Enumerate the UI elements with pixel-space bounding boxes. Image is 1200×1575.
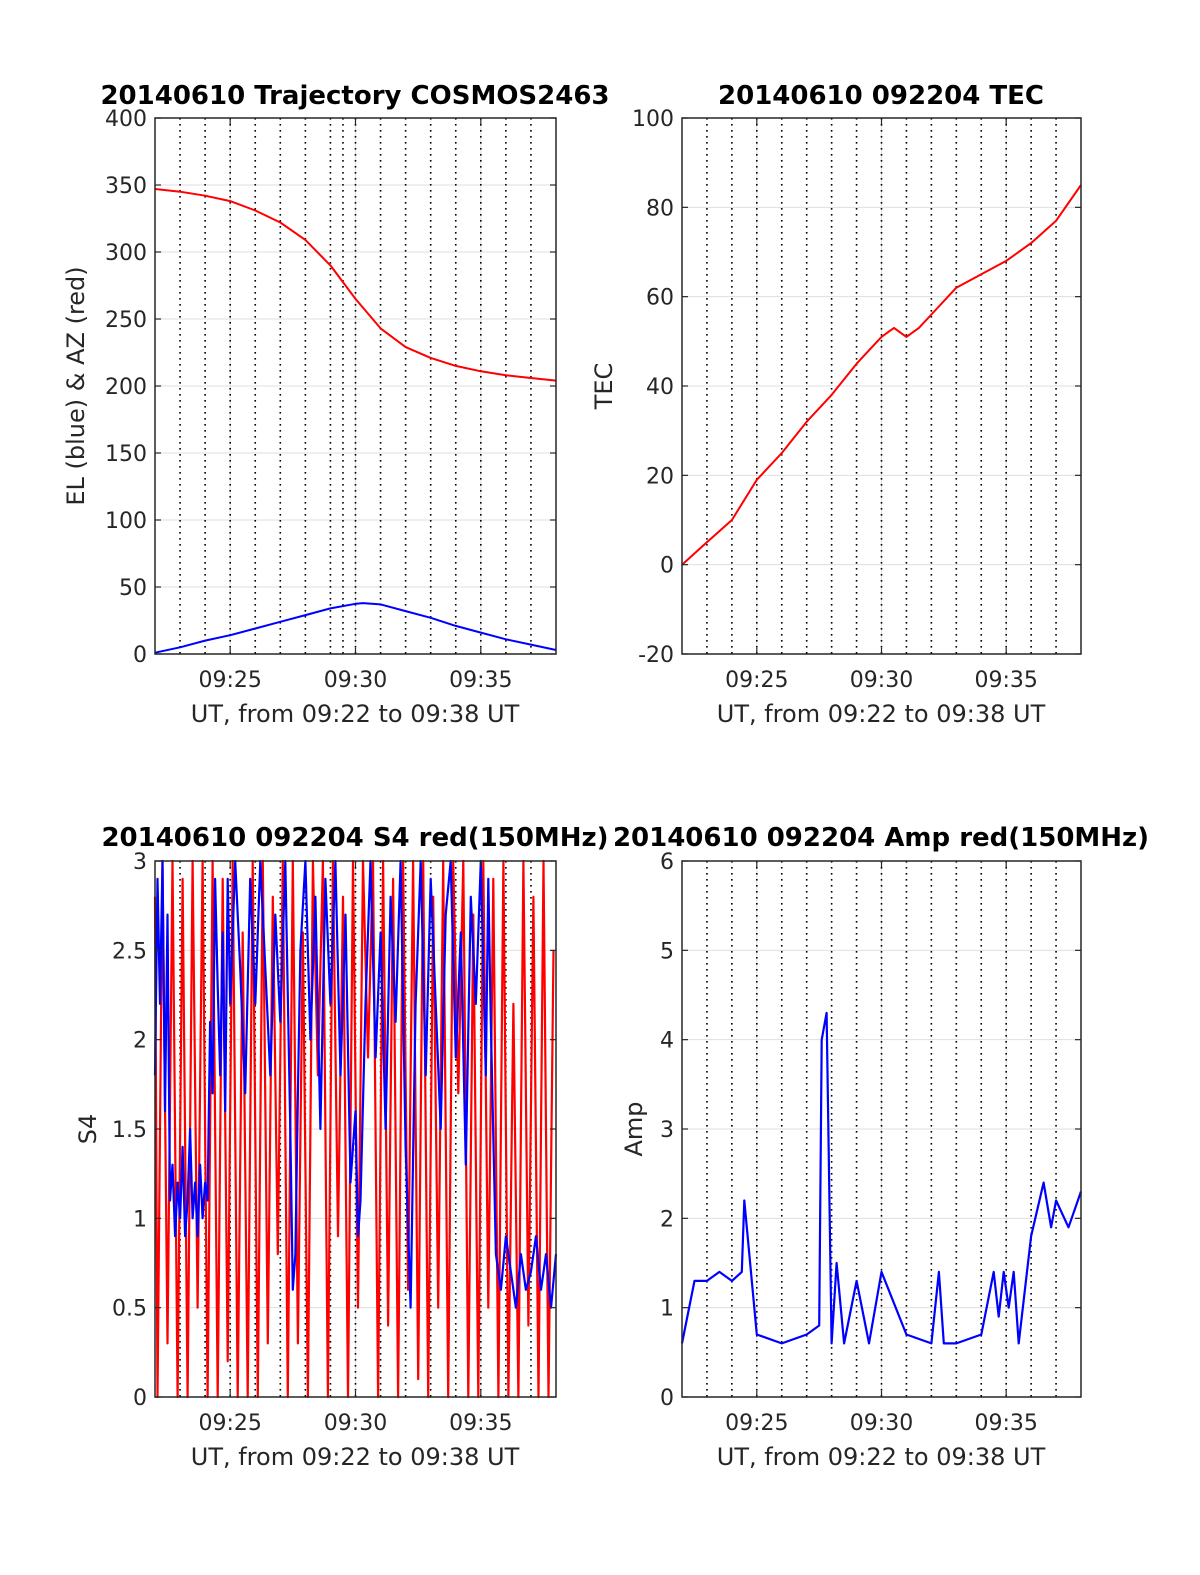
x-tick-label: 09:25: [198, 668, 261, 693]
y-tick-label: 60: [646, 286, 674, 311]
amp-panel: 0 1 2 3 4 5 6 09:25 09:30 09:35 20140610 092204 A…: [613, 823, 1149, 1471]
y-tick-label: 0: [133, 643, 147, 668]
series-line-1: [153, 859, 558, 1309]
x-axis-label: UT, from 09:22 to 09:38 UT: [717, 1443, 1046, 1471]
y-tick-label: 150: [105, 442, 147, 467]
series-group: [681, 184, 1082, 566]
y-tick-label: 50: [119, 576, 147, 601]
y-tick-label: 2: [133, 1029, 147, 1054]
y-tick-label: 1: [660, 1297, 674, 1322]
ticks: -20 0 20 40 60 80 100 09:25 09:30 09:35: [632, 107, 1081, 693]
y-tick-label: 5: [660, 939, 674, 964]
y-tick-label: 20: [646, 464, 674, 489]
x-tick-label: 09:30: [324, 1411, 387, 1436]
x-tick-label: 09:30: [324, 668, 387, 693]
y-tick-label: 200: [105, 375, 147, 400]
x-tick-label: 09:30: [850, 1411, 913, 1436]
y-tick-label: 6: [660, 850, 674, 875]
x-tick-label: 09:25: [198, 1411, 261, 1436]
series-group: [680, 1011, 1083, 1345]
y-tick-label: 0: [660, 1386, 674, 1411]
y-tick-label: 80: [646, 196, 674, 221]
y-tick-label: 2: [660, 1207, 674, 1232]
y-tick-label: 250: [105, 308, 147, 333]
y-tick-label: 40: [646, 375, 674, 400]
x-tick-label: 09:35: [974, 668, 1037, 693]
y-tick-label: 100: [105, 509, 147, 534]
x-tick-label: 09:30: [850, 668, 913, 693]
ticks: 0 50 100 150 200 250 300 350 400 09:25 09:30 09:35: [105, 107, 556, 693]
ticks: 0 1 2 3 4 5 6 09:25 09:30 09:35: [660, 850, 1081, 1436]
y-tick-label: 4: [660, 1029, 674, 1054]
y-tick-label: 2.5: [112, 939, 147, 964]
tec-panel: -20 0 20 40 60 80 100 09:25 09:30 09:35 20140610 …: [590, 81, 1082, 728]
chart-title: 20140610 092204 S4 red(150MHz): [101, 823, 608, 853]
y-tick-label: 1: [133, 1207, 147, 1232]
y-axis-label: S4: [74, 1114, 102, 1145]
y-tick-label: 400: [105, 107, 147, 132]
x-tick-label: 09:35: [449, 1411, 512, 1436]
series-group: [154, 188, 557, 654]
series-line-0: [154, 188, 557, 382]
chart-title: 20140610 Trajectory COSMOS2463: [100, 81, 609, 111]
chart-title: 20140610 092204 TEC: [718, 81, 1044, 111]
y-axis-label: TEC: [590, 363, 618, 411]
ticks: 0 0.5 1 1.5 2 2.5 3 09:25 09:30 09:35: [112, 850, 556, 1436]
y-tick-label: 3: [133, 850, 147, 875]
y-tick-label: 1.5: [112, 1118, 147, 1143]
y-tick-label: 0: [133, 1386, 147, 1411]
x-axis-label: UT, from 09:22 to 09:38 UT: [717, 700, 1046, 728]
y-axis-label: EL (blue) & AZ (red): [62, 266, 90, 505]
y-tick-label: -20: [638, 643, 674, 668]
series-line-1: [154, 602, 557, 654]
y-tick-label: 100: [632, 107, 674, 132]
x-axis-label: UT, from 09:22 to 09:38 UT: [191, 700, 520, 728]
x-axis-label: UT, from 09:22 to 09:38 UT: [191, 1443, 520, 1471]
x-tick-label: 09:35: [974, 1411, 1037, 1436]
x-tick-label: 09:25: [725, 1411, 788, 1436]
y-axis-label: Amp: [620, 1101, 648, 1156]
s4-panel: 0 0.5 1 1.5 2 2.5 3 09:25 09:30 09:35 20140610 09…: [74, 823, 609, 1471]
y-tick-label: 0: [660, 554, 674, 579]
x-tick-label: 09:25: [725, 668, 788, 693]
y-tick-label: 0.5: [112, 1297, 147, 1322]
y-tick-label: 300: [105, 241, 147, 266]
series-line-0: [680, 1011, 1083, 1345]
grid: [682, 117, 1081, 655]
y-tick-label: 350: [105, 174, 147, 199]
chart-title: 20140610 092204 Amp red(150MHz): [613, 823, 1149, 853]
x-tick-label: 09:35: [449, 668, 512, 693]
series-line-0: [681, 184, 1082, 566]
y-tick-label: 3: [660, 1118, 674, 1143]
